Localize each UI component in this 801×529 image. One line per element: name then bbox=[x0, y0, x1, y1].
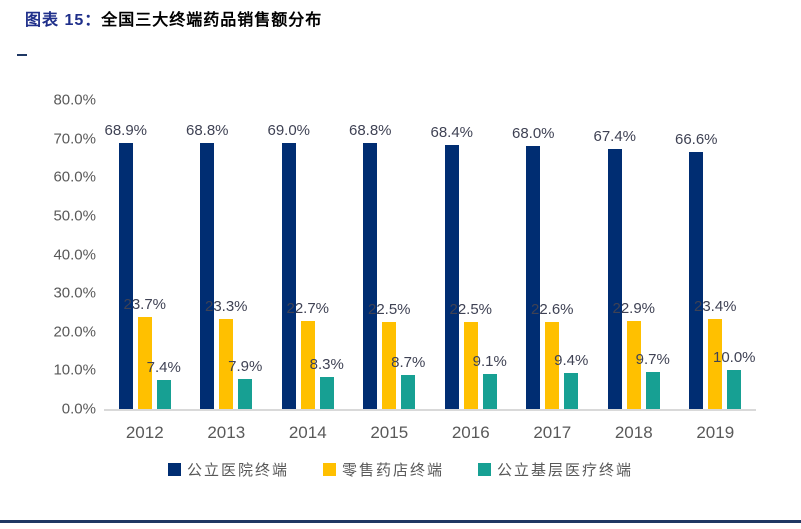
bar-series-1-2017: 22.6% bbox=[531, 301, 574, 409]
figure-title: 图表 15：全国三大终端药品销售额分布 bbox=[25, 6, 322, 30]
bar-chart: 80.0% 70.0% 60.0% 50.0% 40.0% 30.0% 20.0% 10.0%… bbox=[36, 92, 756, 443]
plot-area: 68.9% 23.7% 7.4% 2012 68.8% 23.3% 7.9% 2013 69.0… bbox=[104, 100, 756, 443]
bar-value-label: 68.4% bbox=[430, 123, 474, 141]
bar-series-2-2012: 7.4% bbox=[147, 359, 181, 409]
bar-series-1-2015: 22.5% bbox=[368, 301, 411, 409]
bar-value-label: 22.7% bbox=[286, 300, 330, 318]
bar-value-label: 68.0% bbox=[511, 125, 555, 143]
chart-legend: 公立医院终端 零售药店终端 公立基层医疗终端 bbox=[0, 459, 801, 480]
bar-series-1-2013: 23.3% bbox=[205, 298, 248, 409]
bar-series-2-2019: 10.0% bbox=[713, 349, 756, 409]
bar-value-label: 66.6% bbox=[674, 130, 718, 148]
bar-series-1-2014: 22.7% bbox=[286, 300, 329, 409]
bar-value-label: 69.0% bbox=[267, 121, 311, 139]
bar-series-1-2012: 23.7% bbox=[123, 296, 166, 409]
bar-value-label: 23.3% bbox=[204, 298, 248, 316]
x-axis-label-2012: 2012 bbox=[125, 423, 164, 442]
y-axis-tick-label: 10.0% bbox=[53, 361, 96, 379]
y-axis-tick-label: 40.0% bbox=[53, 246, 96, 263]
bar-series-0-2013: 68.8% bbox=[186, 122, 229, 409]
x-axis-label-2014: 2014 bbox=[288, 423, 327, 442]
legend-swatch-icon bbox=[322, 463, 336, 476]
x-axis-label-2017: 2017 bbox=[533, 423, 572, 442]
bar-value-label: 68.9% bbox=[104, 121, 148, 139]
legend-label: 公立基层医疗终端 bbox=[497, 462, 634, 479]
bottom-divider bbox=[0, 520, 801, 523]
bar-value-label: 67.4% bbox=[593, 127, 637, 145]
legend-label: 公立医院终端 bbox=[186, 462, 289, 479]
bar-series-0-2019: 66.6% bbox=[675, 131, 718, 409]
bar-series-0-2016: 68.4% bbox=[430, 124, 473, 409]
bar-series-1-2016: 22.5% bbox=[449, 301, 492, 409]
x-axis-label-2015: 2015 bbox=[370, 423, 409, 442]
bar-value-label: 9.1% bbox=[472, 352, 507, 370]
y-axis-tick-label: 80.0% bbox=[53, 91, 96, 109]
x-axis-label-2016: 2016 bbox=[451, 423, 490, 442]
bar-value-label: 22.5% bbox=[367, 301, 411, 319]
bar-series-2-2013: 7.9% bbox=[228, 358, 262, 409]
bar-series-1-2018: 22.9% bbox=[612, 300, 655, 409]
bar-series-0-2014: 69.0% bbox=[267, 122, 310, 409]
bar-group-2013: 68.8% 23.3% 7.9% 2013 bbox=[186, 100, 262, 442]
bar-group-2017: 68.0% 22.6% 9.4% 2017 bbox=[512, 100, 588, 442]
bar-group-2015: 68.8% 22.5% 8.7% 2015 bbox=[349, 100, 425, 442]
bar-value-label: 8.7% bbox=[391, 354, 426, 372]
legend-item-series-0: 公立医院终端 bbox=[167, 459, 289, 480]
bar-value-label: 22.9% bbox=[612, 299, 656, 317]
x-axis-label-2018: 2018 bbox=[614, 423, 653, 442]
bar-series-1-2019: 23.4% bbox=[694, 298, 737, 409]
figure-number: 图表 15： bbox=[25, 12, 102, 29]
bar-group-2018: 67.4% 22.9% 9.7% 2018 bbox=[593, 100, 670, 442]
x-axis-label-2013: 2013 bbox=[207, 423, 246, 442]
y-axis-tick-label: 30.0% bbox=[53, 284, 96, 302]
bar-value-label: 9.4% bbox=[554, 351, 589, 369]
bar-value-label: 9.7% bbox=[635, 350, 670, 368]
legend-swatch-icon bbox=[167, 463, 181, 476]
bar-value-label: 7.9% bbox=[228, 357, 263, 375]
bar-value-label: 23.7% bbox=[123, 296, 167, 314]
bar-series-0-2018: 67.4% bbox=[593, 128, 636, 409]
y-axis-tick-label: 60.0% bbox=[53, 168, 96, 186]
y-axis-tick-label: 20.0% bbox=[53, 323, 96, 341]
bar-series-2-2016: 9.1% bbox=[473, 353, 507, 409]
legend-item-series-1: 零售药店终端 bbox=[322, 459, 444, 480]
y-axis-tick-label: 70.0% bbox=[53, 130, 96, 148]
y-axis-tick-label: 50.0% bbox=[53, 207, 96, 225]
bar-series-0-2012: 68.9% bbox=[104, 122, 147, 409]
y-axis-tick-label: 0.0% bbox=[61, 400, 96, 418]
bar-value-label: 68.8% bbox=[185, 122, 229, 140]
bar-series-0-2017: 68.0% bbox=[512, 125, 555, 409]
bar-value-label: 10.0% bbox=[712, 349, 756, 367]
bar-value-label: 68.8% bbox=[348, 122, 392, 140]
bar-series-2-2017: 9.4% bbox=[554, 352, 588, 409]
x-axis-label-2019: 2019 bbox=[696, 423, 735, 442]
bar-group-2016: 68.4% 22.5% 9.1% 2016 bbox=[430, 100, 507, 442]
bar-value-label: 22.5% bbox=[449, 301, 493, 319]
bar-series-2-2014: 8.3% bbox=[310, 356, 344, 409]
table-border-mark bbox=[17, 54, 27, 56]
bar-value-label: 23.4% bbox=[693, 297, 737, 315]
legend-label: 零售药店终端 bbox=[341, 462, 444, 479]
y-axis: 80.0% 70.0% 60.0% 50.0% 40.0% 30.0% 20.0% 10.0%… bbox=[36, 92, 104, 418]
legend-item-series-2: 公立基层医疗终端 bbox=[478, 459, 633, 480]
figure-title-text: 全国三大终端药品销售额分布 bbox=[101, 12, 323, 29]
bar-value-label: 7.4% bbox=[146, 359, 181, 377]
bar-group-2012: 68.9% 23.7% 7.4% 2012 bbox=[104, 100, 181, 442]
bar-value-label: 8.3% bbox=[309, 355, 344, 373]
bar-series-2-2018: 9.7% bbox=[636, 351, 670, 409]
bar-value-label: 22.6% bbox=[530, 300, 574, 318]
bar-series-2-2015: 8.7% bbox=[391, 354, 425, 409]
bar-series-0-2015: 68.8% bbox=[349, 122, 392, 409]
bar-group-2019: 66.6% 23.4% 10.0% 2019 bbox=[675, 100, 756, 442]
legend-swatch-icon bbox=[478, 463, 491, 476]
bar-group-2014: 69.0% 22.7% 8.3% 2014 bbox=[267, 100, 344, 443]
